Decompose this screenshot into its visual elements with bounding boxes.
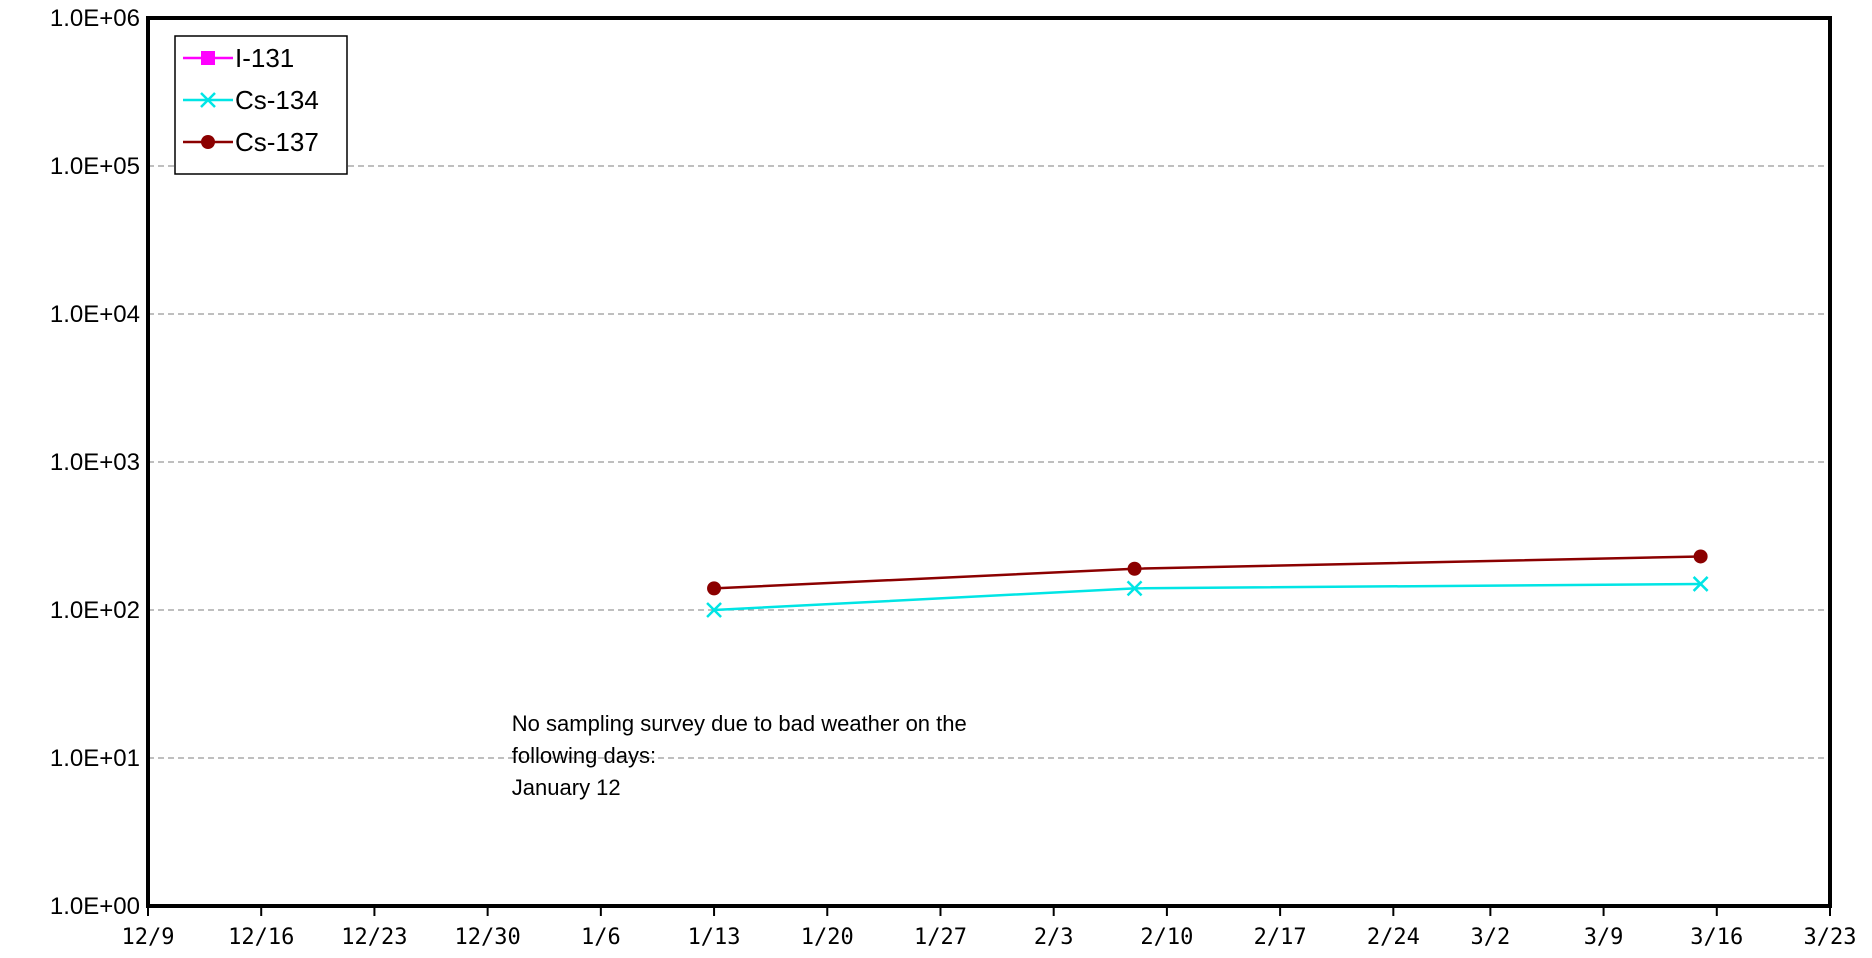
annotation-line: January 12 [512,775,621,800]
series-line [713,582,1701,612]
y-tick-label: 1.0E+05 [50,153,140,180]
plot-area-frame [146,16,1832,908]
legend: I-131 Cs-134 Cs-137 [174,35,348,175]
x-tick-label: 2/17 [1254,925,1307,950]
x-tick-label: 2/10 [1140,925,1193,950]
x-tick-label: 2/24 [1367,925,1420,950]
data-point [1692,576,1709,592]
x-tick-label: 1/13 [688,925,741,950]
x-tick-label: 3/23 [1804,925,1857,950]
x-tick-label: 3/9 [1584,925,1624,950]
data-point [1126,580,1143,597]
y-tick-label: 1.0E+02 [50,597,140,624]
data-point [1693,549,1708,564]
legend-label: Cs-134 [235,85,319,115]
data-point [707,581,722,596]
legend-label: Cs-137 [235,127,319,157]
x-tick-label: 3/16 [1690,925,1743,950]
y-tick-label: 1.0E+03 [50,449,140,476]
x-tick-label: 12/23 [341,925,407,950]
grid-lines [148,165,1830,759]
annotation-note: No sampling survey due to bad weather on… [512,711,967,800]
x-tick-label: 1/6 [581,925,621,950]
data-point [706,602,722,618]
marker-square [201,51,215,65]
marker-x [1692,576,1709,592]
y-axis-tick-labels: 1.0E+00 1.0E+01 1.0E+02 1.0E+03 1.0E+04 1.0E+… [50,5,140,920]
marker-x [706,602,722,618]
y-tick-label: 1.0E+06 [50,5,140,32]
x-tick-label: 1/20 [801,925,854,950]
x-tick-label: 12/16 [228,925,294,950]
y-tick-label: 1.0E+01 [50,745,140,772]
annotation-line: No sampling survey due to bad weather on… [512,711,967,736]
marker-circle [1127,561,1142,576]
series-cs-137 [707,549,1708,596]
data-point [1127,561,1142,576]
marker-circle [201,135,215,149]
series-line [713,555,1701,590]
legend-entry: Cs-137 [183,127,319,157]
x-axis-tick-labels: 12/9 12/16 12/23 12/30 1/6 1/13 1/20 1/27 2/3 2/1… [122,906,1857,950]
x-tick-label: 12/9 [122,925,175,950]
series-cs-134 [706,576,1709,618]
annotation-line: following days: [512,743,656,768]
legend-entry: I-131 [183,43,294,73]
x-tick-label: 3/2 [1470,925,1510,950]
legend-entry: Cs-134 [183,85,319,115]
legend-label: I-131 [235,43,294,73]
series-layer [706,549,1709,618]
marker-circle [707,581,722,596]
marker-circle [1693,549,1708,564]
y-tick-label: 1.0E+04 [50,301,140,328]
x-tick-label: 12/30 [455,925,521,950]
marker-x [200,92,216,108]
y-tick-label: 1.0E+00 [50,893,140,920]
x-tick-label: 2/3 [1034,925,1074,950]
marker-x [1126,580,1143,597]
x-tick-label: 1/27 [914,925,967,950]
